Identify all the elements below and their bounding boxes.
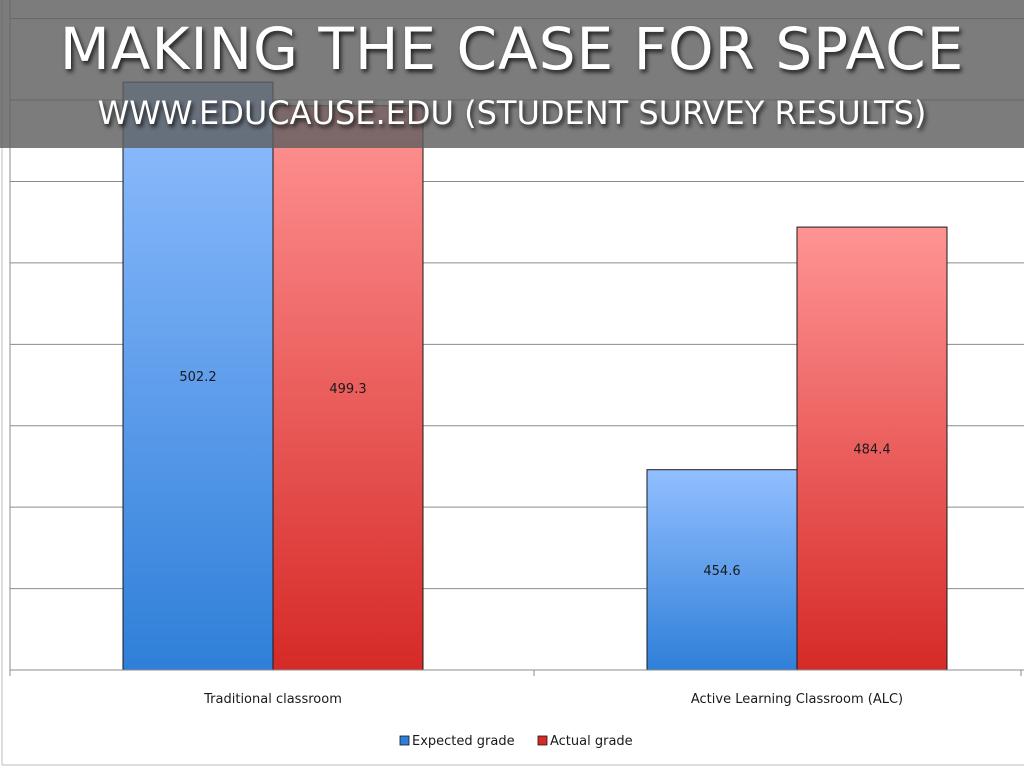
data-label: 499.3 xyxy=(329,382,366,397)
slide-subtitle: WWW.EDUCAUSE.EDU (STUDENT SURVEY RESULTS… xyxy=(97,94,927,132)
legend-swatch-expected xyxy=(399,735,410,746)
data-label: 484.4 xyxy=(853,443,890,458)
bar-expected xyxy=(122,81,274,671)
data-label: 502.2 xyxy=(179,370,216,385)
bar-actual xyxy=(796,226,948,671)
title-band xyxy=(0,0,1024,148)
x-tick-label: Active Learning Classroom (ALC) xyxy=(691,692,903,707)
data-label: 454.6 xyxy=(703,564,740,579)
bar-actual xyxy=(272,105,424,671)
legend-label-expected: Expected grade xyxy=(412,734,515,749)
x-tick-label: Traditional classroom xyxy=(203,692,342,707)
legend-label-actual: Actual grade xyxy=(550,734,633,749)
slide-title: MAKING THE CASE FOR SPACE xyxy=(59,15,965,83)
legend-swatch-actual xyxy=(537,735,548,746)
bar-expected xyxy=(646,469,798,671)
